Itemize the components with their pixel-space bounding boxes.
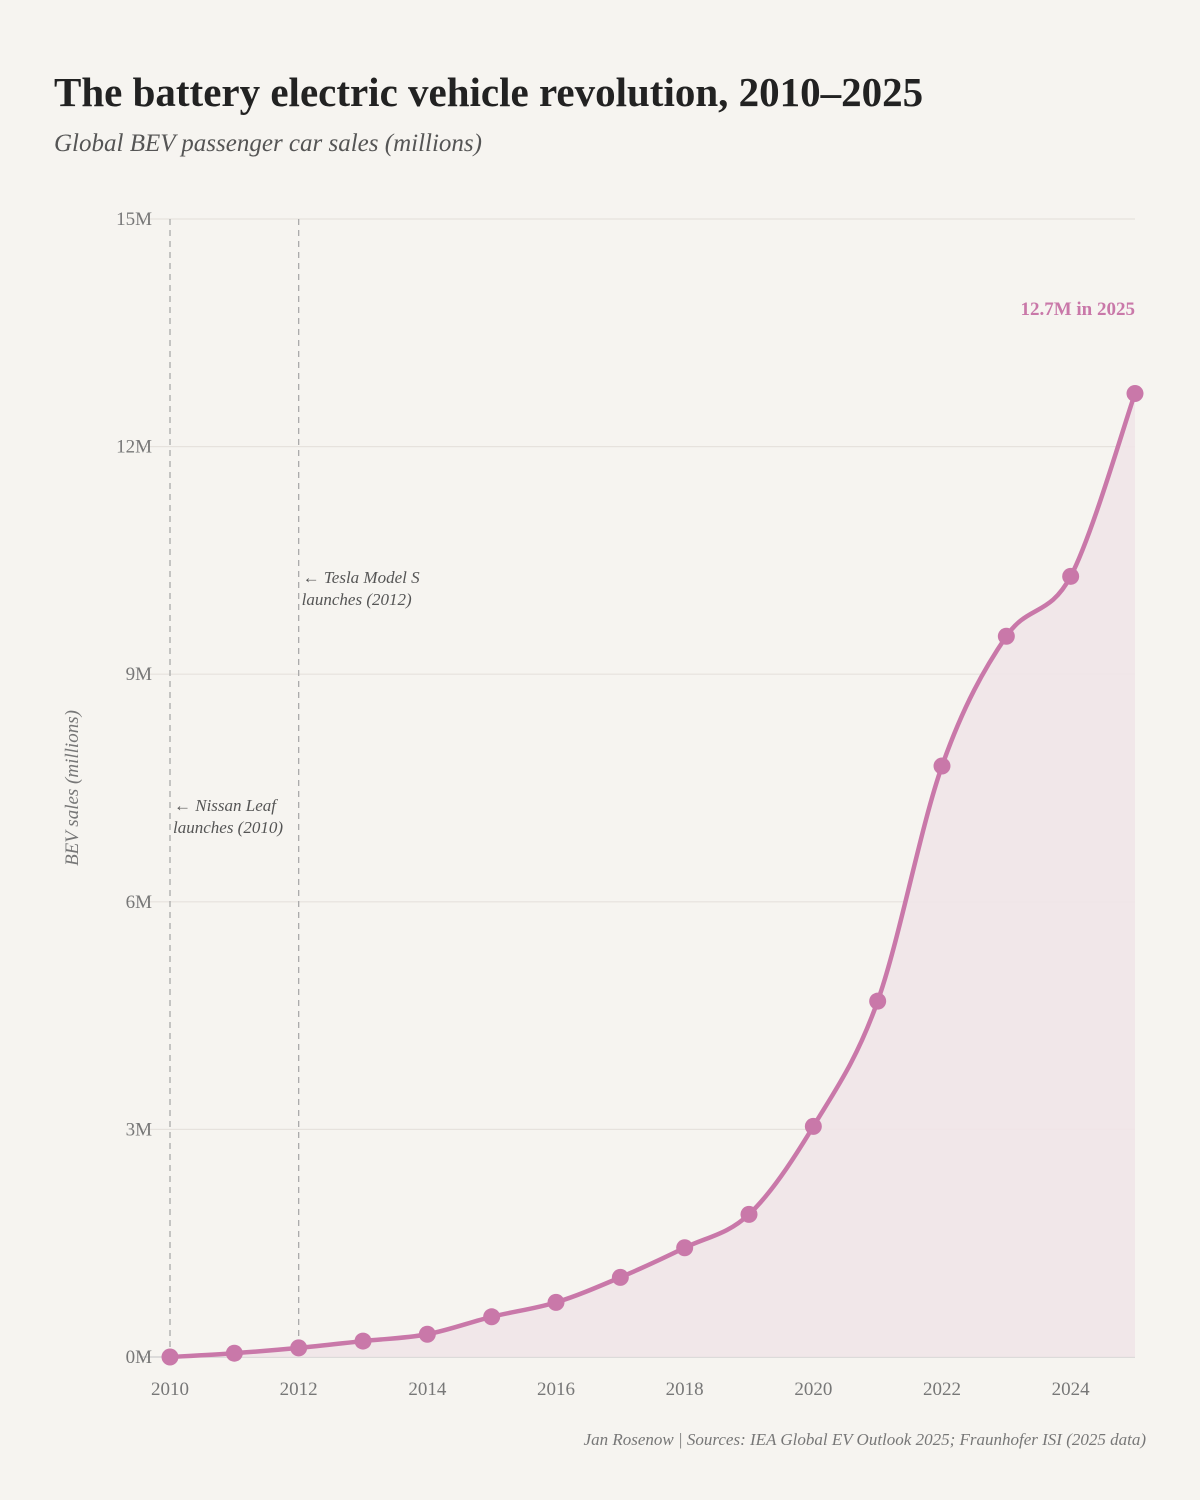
x-tick-label: 2018 <box>666 1379 704 1400</box>
x-tick-label: 2016 <box>537 1379 575 1400</box>
data-point <box>740 1205 758 1223</box>
x-tick-label: 2024 <box>1052 1379 1091 1400</box>
source-footer: Jan Rosenow | Sources: IEA Global EV Out… <box>583 1430 1146 1449</box>
data-point <box>225 1344 243 1362</box>
annotation-text: launches (2012) <box>302 590 412 609</box>
y-tick-label: 15M <box>116 209 152 230</box>
y-axis-label: BEV sales (millions) <box>62 710 83 866</box>
x-tick-label: 2010 <box>151 1379 189 1400</box>
y-tick-label: 6M <box>126 892 153 913</box>
data-point <box>611 1268 629 1286</box>
x-tick-label: 2012 <box>280 1379 318 1400</box>
chart-subtitle: Global BEV passenger car sales (millions… <box>54 130 482 157</box>
data-point <box>354 1332 372 1350</box>
y-tick-label: 3M <box>126 1119 153 1140</box>
chart-title: The battery electric vehicle revolution,… <box>54 69 924 115</box>
data-point <box>1062 567 1080 585</box>
data-point <box>161 1348 179 1366</box>
end-value-label: 12.7M in 2025 <box>1020 299 1135 320</box>
data-point <box>933 757 951 775</box>
x-tick-label: 2014 <box>408 1379 447 1400</box>
y-tick-label: 9M <box>126 664 153 685</box>
data-point <box>804 1117 822 1135</box>
data-point <box>418 1325 436 1343</box>
y-tick-label: 0M <box>126 1347 153 1368</box>
y-tick-label: 12M <box>116 437 152 458</box>
annotation-text: ← Tesla Model S <box>303 568 420 587</box>
data-point <box>676 1239 694 1257</box>
data-point <box>547 1293 565 1311</box>
data-point <box>483 1308 501 1326</box>
data-point <box>997 627 1015 645</box>
data-point <box>1126 384 1144 402</box>
area-fill <box>170 393 1135 1357</box>
data-point <box>290 1339 308 1357</box>
annotation-text: launches (2010) <box>173 818 283 837</box>
data-point <box>869 992 887 1010</box>
x-tick-label: 2022 <box>923 1379 961 1400</box>
annotation-text: ← Nissan Leaf <box>174 796 278 815</box>
x-tick-label: 2020 <box>794 1379 832 1400</box>
